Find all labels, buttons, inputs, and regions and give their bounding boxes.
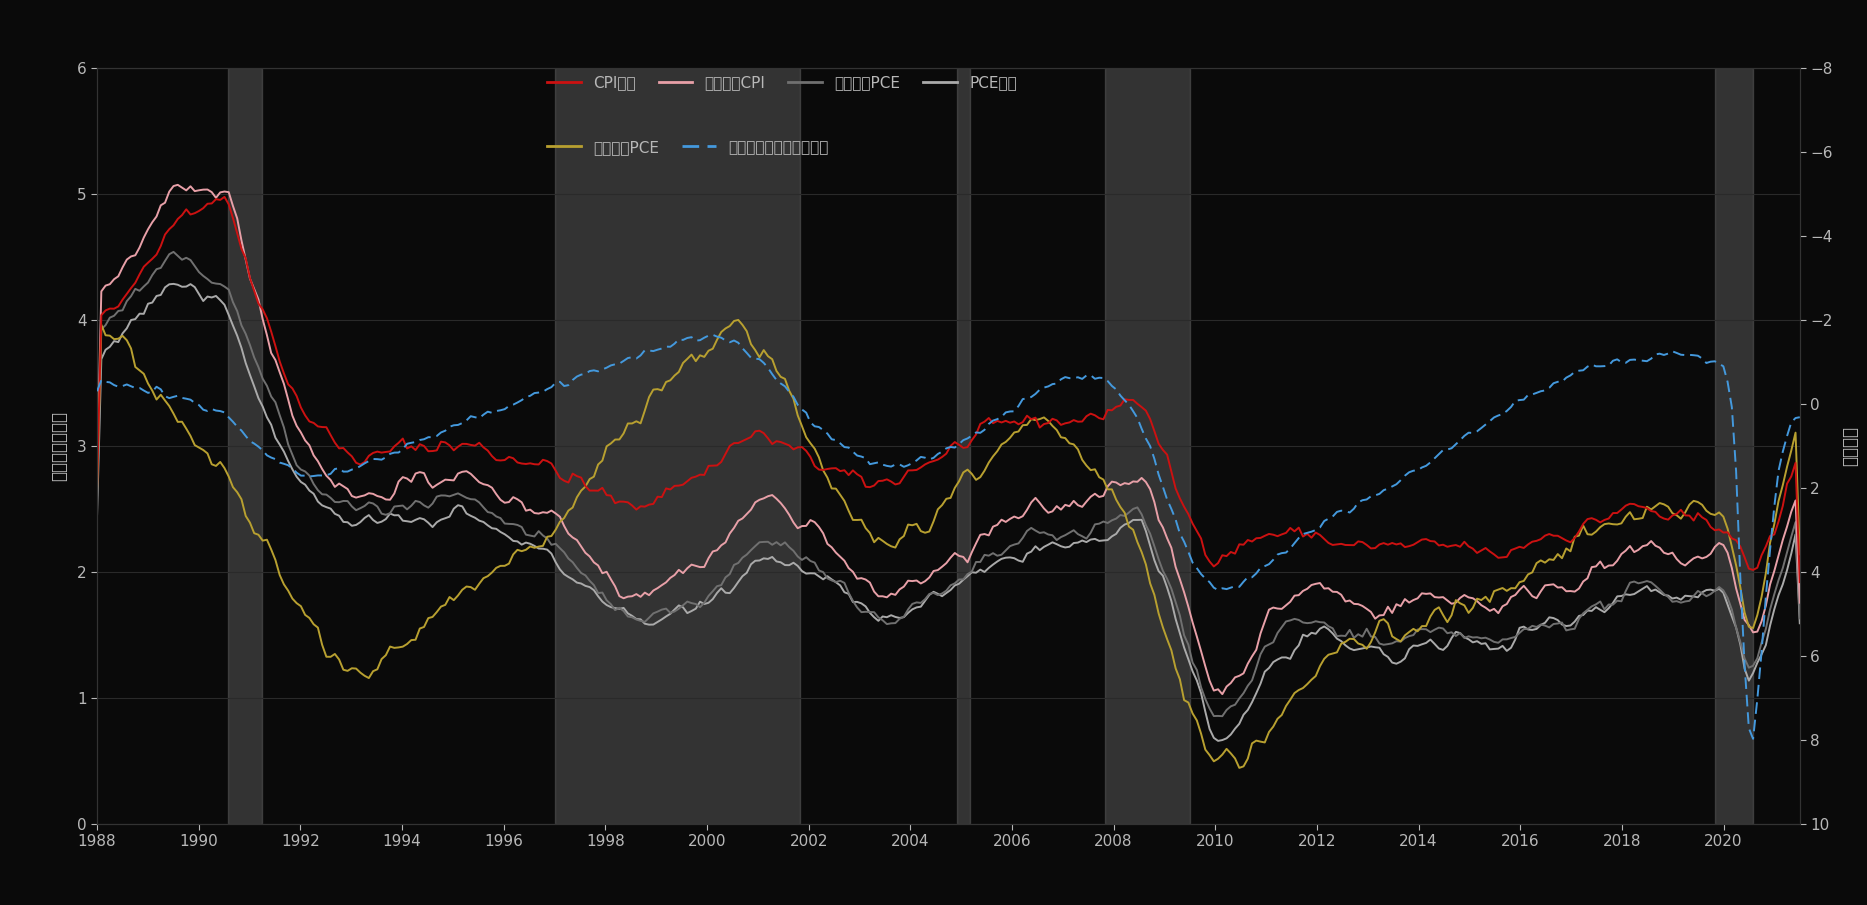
Bar: [1716, 68, 1753, 824]
Legend: 周期核心PCE, 失业缺口（右轴，逆序）: 周期核心PCE, 失业缺口（右轴，逆序）: [547, 139, 829, 155]
Bar: [958, 68, 969, 824]
Y-axis label: 失业缺口: 失业缺口: [1841, 425, 1860, 466]
Bar: [554, 68, 801, 824]
Y-axis label: 物价涨幅，同比: 物价涨幅，同比: [50, 411, 69, 481]
Bar: [1105, 68, 1189, 824]
Bar: [228, 68, 261, 824]
